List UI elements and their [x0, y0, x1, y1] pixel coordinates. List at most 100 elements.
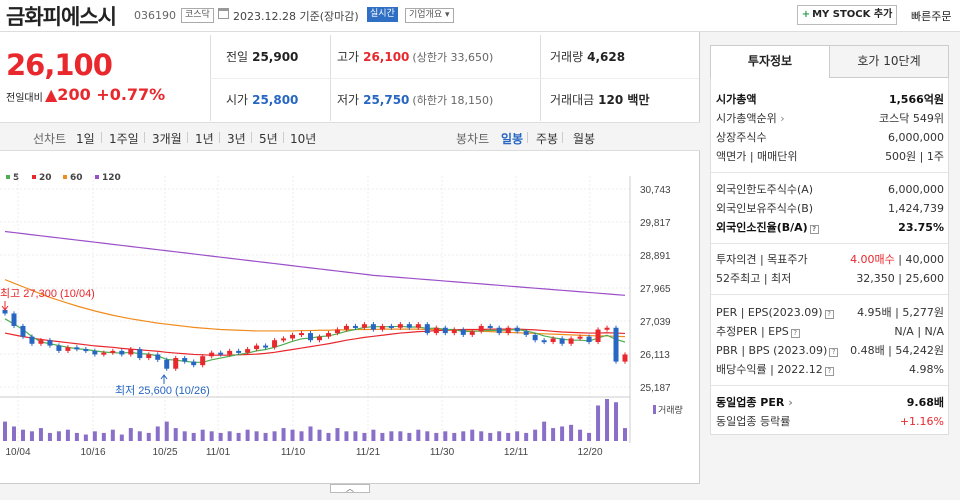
range-3y[interactable]: 3년: [227, 132, 246, 146]
range-1y[interactable]: 1년: [195, 132, 214, 146]
help-icon[interactable]: ?: [829, 348, 839, 357]
candle: [595, 329, 601, 342]
volume-bar: [155, 426, 160, 441]
invest-row-value: +1.16%: [899, 415, 944, 428]
candle: [604, 327, 610, 330]
y-tick-label: 28,891: [640, 251, 671, 262]
candle: [370, 324, 376, 330]
help-icon[interactable]: ?: [790, 329, 800, 338]
candle: [182, 358, 188, 362]
ma60-line: [4, 279, 626, 338]
candle: [209, 352, 215, 357]
volume-bar: [281, 428, 286, 441]
help-icon[interactable]: ?: [809, 225, 819, 234]
candle: [137, 349, 143, 359]
volume-bar: [416, 429, 421, 441]
market-badge: 코스닥: [181, 8, 214, 23]
down-arrow-icon: [1, 301, 9, 311]
volume-bar: [272, 431, 277, 441]
candle: [406, 324, 412, 328]
volume-bar: [371, 429, 376, 441]
candle: [155, 354, 161, 360]
volume-bar: [515, 431, 520, 441]
current-price: 26,100: [6, 48, 113, 82]
realtime-badge[interactable]: 실시간: [367, 7, 398, 22]
quick-order-link[interactable]: 빠른주문: [911, 10, 952, 23]
candle: [532, 334, 538, 341]
candle: [361, 324, 367, 328]
invest-row: 52주최고 | 최저 32,350 | 25,600: [716, 271, 944, 287]
y-tick-label: 30,743: [640, 185, 671, 196]
volume-bar: [623, 428, 627, 441]
volume-bar: [398, 431, 403, 441]
invest-row-value: 0.48배 | 54,242원: [850, 344, 944, 357]
help-icon[interactable]: ?: [824, 367, 834, 376]
volume-bar: [182, 431, 187, 441]
candle: [343, 325, 349, 330]
divider: [711, 294, 948, 295]
invest-row-label: 투자의견 | 목표주가: [716, 253, 808, 266]
range-3m[interactable]: 3개월: [152, 132, 182, 146]
candle: [263, 345, 269, 348]
invest-row-label: 동일업종 PER ›: [716, 396, 793, 409]
change-value: ▲200: [45, 85, 91, 104]
volume-bar: [362, 432, 367, 441]
candle-daily[interactable]: 일봉: [501, 132, 524, 146]
x-tick-label: 12/11: [504, 447, 529, 458]
candle: [469, 331, 475, 335]
invest-row-value: 4.98%: [909, 363, 944, 376]
volume-bar: [299, 431, 304, 441]
candle: [550, 338, 556, 342]
tab-invest-info[interactable]: 투자정보: [710, 45, 830, 78]
invest-row: 시가총액 1,566억원: [716, 92, 944, 108]
volume-bar: [218, 432, 223, 441]
candle: [379, 325, 385, 330]
candle: [316, 336, 322, 341]
legend-ma20: 20: [32, 173, 52, 183]
volume-bar: [434, 432, 439, 441]
range-5y[interactable]: 5년: [259, 132, 278, 146]
chevron-right-icon[interactable]: ›: [776, 112, 785, 125]
volume-bar: [245, 429, 250, 441]
candle: [514, 327, 520, 332]
change-percent: +0.77%: [96, 85, 166, 104]
tab-orderbook[interactable]: 호가 10단계: [829, 45, 949, 78]
candle-weekly[interactable]: 주봉: [536, 132, 559, 146]
candle: [281, 338, 287, 341]
candle-monthly[interactable]: 월봉: [573, 132, 596, 146]
volume-bar: [533, 429, 538, 441]
candle: [478, 325, 484, 332]
add-mystock-button[interactable]: + MY STOCK 추가: [797, 5, 897, 25]
range-10y[interactable]: 10년: [290, 132, 317, 146]
chart-scrollbar[interactable]: ︿: [0, 483, 700, 500]
volume-bar: [47, 432, 52, 441]
y-tick-label: 27,965: [640, 284, 671, 295]
quote-date: 2023.12.28 기준(장마감): [233, 10, 359, 23]
volume-bar: [137, 431, 142, 441]
candle: [325, 333, 331, 337]
volume-bar: [560, 426, 565, 441]
volume-bar: [353, 431, 358, 441]
x-tick-label: 10/04: [5, 447, 30, 458]
volume-bar: [101, 432, 106, 441]
candle: [541, 340, 547, 343]
price-chart[interactable]: 30,743 29,817 28,891 27,965 27,039 26,113 25,1…: [0, 151, 700, 485]
volume-bar: [497, 431, 502, 441]
volume-bar: [461, 431, 466, 441]
collapse-button[interactable]: ︿: [330, 484, 370, 493]
change-label: 전일대비: [6, 93, 43, 104]
help-icon[interactable]: ?: [824, 310, 834, 319]
open-price: 시가 25,800: [226, 93, 299, 107]
invest-row-value: 6,000,000: [888, 183, 944, 196]
range-1w[interactable]: 1주일: [109, 132, 139, 146]
candle: [83, 349, 89, 352]
range-1d[interactable]: 1일: [76, 132, 95, 146]
volume-bar: [551, 428, 556, 441]
stock-name: 금화피에스시: [6, 5, 117, 29]
invest-row-value: 1,424,739: [888, 202, 944, 215]
candle: [173, 358, 179, 369]
chevron-right-icon[interactable]: ›: [784, 396, 793, 409]
candle: [451, 329, 457, 334]
company-overview-button[interactable]: 기업개요 ▾: [405, 8, 454, 23]
invest-row-value: 1,566억원: [888, 93, 944, 106]
